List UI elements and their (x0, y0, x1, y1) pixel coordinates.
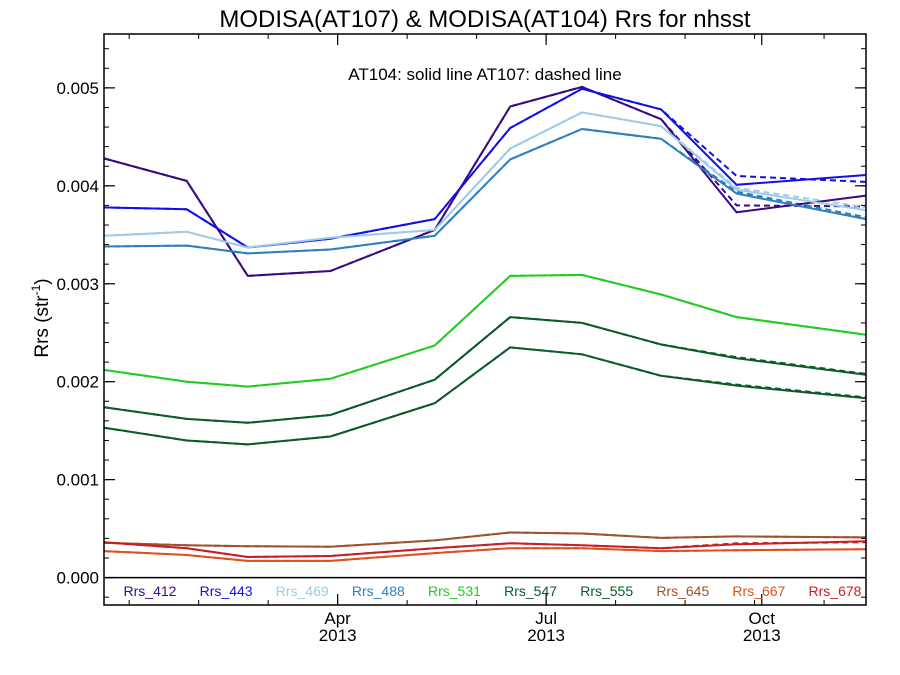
y-tick-label: 0.000 (56, 569, 99, 588)
x-tick-label-month: Oct (749, 609, 776, 628)
legend-item-Rrs_555: Rrs_555 (580, 583, 633, 599)
series-line-solid-Rrs_443 (103, 87, 867, 249)
legend-item-Rrs_488: Rrs_488 (352, 583, 405, 599)
y-tick-label: 0.001 (56, 471, 99, 490)
legend-item-Rrs_469: Rrs_469 (276, 583, 329, 599)
series-line-dashed-Rrs_412 (103, 85, 867, 277)
y-tick-label: 0.002 (56, 373, 99, 392)
y-axis-label-main: Rrs (str (32, 295, 53, 358)
legend-item-Rrs_531: Rrs_531 (428, 583, 481, 599)
series-line-solid-Rrs_469 (103, 111, 867, 249)
series-line-solid-Rrs_555 (103, 346, 867, 446)
series-line-solid-Rrs_667 (103, 547, 867, 562)
x-tick-label-year: 2013 (527, 626, 565, 645)
plot-lines (103, 85, 867, 562)
series-line-solid-Rrs_412 (103, 85, 867, 277)
y-axis-label: Rrs (str-1) (29, 278, 53, 357)
plot-frame (103, 33, 867, 606)
y-axis-ticks: 0.000 0.001 0.002 0.003 0.004 0.005 (56, 48, 866, 598)
series-line-dashed-Rrs_547 (103, 316, 867, 424)
series-line-dashed-Rrs_555 (103, 346, 867, 446)
y-tick-label: 0.004 (56, 177, 99, 196)
series-line-dashed-Rrs_469 (103, 111, 867, 249)
x-tick-label-month: Jul (535, 609, 557, 628)
legend-item-Rrs_667: Rrs_667 (732, 583, 785, 599)
legend-item-Rrs_412: Rrs_412 (124, 583, 177, 599)
legend: Rrs_412 Rrs_443 Rrs_469 Rrs_488 Rrs_531 Rrs_5… (124, 583, 862, 599)
series-line-dashed-Rrs_443 (103, 87, 867, 249)
series-line-solid-Rrs_531 (103, 273, 867, 388)
y-tick-label: 0.003 (56, 275, 99, 294)
chart-title: MODISA(AT107) & MODISA(AT104) Rrs for nh… (219, 6, 751, 33)
legend-item-Rrs_645: Rrs_645 (656, 583, 709, 599)
legend-item-Rrs_547: Rrs_547 (504, 583, 557, 599)
y-axis-label-close: ) (32, 278, 53, 284)
legend-item-Rrs_678: Rrs_678 (809, 583, 862, 599)
series-line-solid-Rrs_547 (103, 316, 867, 424)
x-tick-label-year: 2013 (319, 626, 357, 645)
y-tick-label: 0.005 (56, 79, 99, 98)
y-axis-label-superscript: -1 (29, 284, 43, 295)
series-line-solid-Rrs_645 (103, 531, 867, 548)
legend-item-Rrs_443: Rrs_443 (200, 583, 253, 599)
series-line-solid-Rrs_488 (103, 127, 867, 255)
series-line-solid-Rrs_678 (103, 540, 867, 559)
x-tick-label-year: 2013 (743, 626, 781, 645)
x-tick-label-month: Apr (324, 609, 351, 628)
series-line-dashed-Rrs_531 (103, 273, 867, 388)
line-style-annotation: AT104: solid line AT107: dashed line (348, 65, 621, 84)
